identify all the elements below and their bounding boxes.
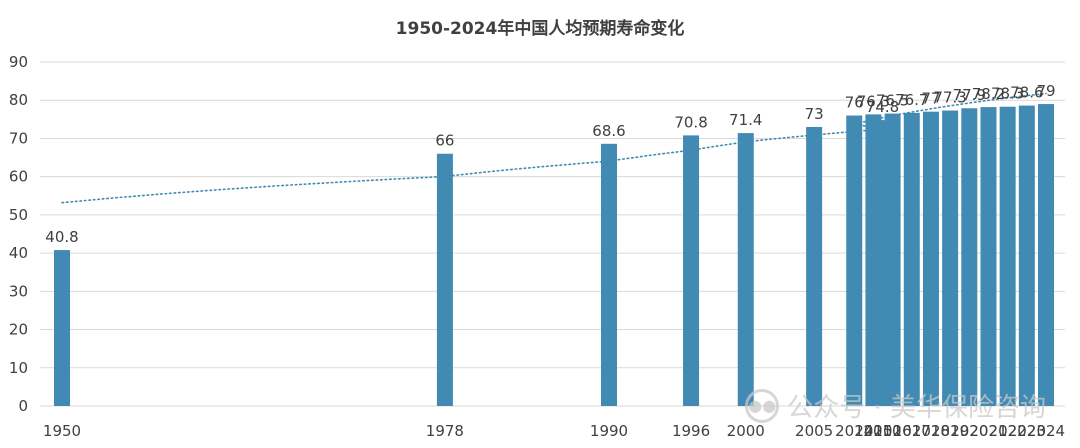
data-label: 78.3 <box>991 85 1024 103</box>
y-tick-label: 10 <box>9 359 28 377</box>
bar-2022 <box>999 106 1016 406</box>
bar-2015 <box>865 114 882 406</box>
x-tick-label: 2005 <box>795 422 833 440</box>
y-tick-label: 60 <box>9 168 28 186</box>
bar-2021 <box>980 107 997 406</box>
data-label: 76.7 <box>895 91 928 109</box>
bar-2005 <box>806 126 823 406</box>
bar-2019 <box>942 110 959 406</box>
data-label: 76.5 <box>876 92 909 110</box>
x-tick-label: 2019 <box>931 422 969 440</box>
bar-1996 <box>683 135 700 407</box>
x-tick-label: 2015 <box>854 422 892 440</box>
y-tick-label: 0 <box>18 397 28 415</box>
x-tick-label: 2000 <box>727 422 765 440</box>
data-label: 76 <box>845 94 864 112</box>
trendline <box>61 92 1047 204</box>
y-axis-ticks: 0 10 20 30 40 50 60 70 80 90 <box>9 53 28 415</box>
data-label: 71.4 <box>729 111 762 129</box>
x-tick-label: 2020 <box>950 422 988 440</box>
bars <box>54 104 1054 407</box>
data-label: 40.8 <box>45 228 78 246</box>
watermark-text: 公众号 · 美华保险咨询 <box>787 393 1046 423</box>
data-label: 77 <box>921 90 940 108</box>
data-label: 70.8 <box>674 113 707 131</box>
chart-title: 1950-2024年中国人均预期寿命变化 <box>396 18 685 39</box>
x-tick-label: 2014 <box>835 422 873 440</box>
y-tick-label: 90 <box>9 53 28 71</box>
y-tick-label: 40 <box>9 244 28 262</box>
data-label: 76.3 <box>857 92 890 110</box>
bar-1950 <box>54 250 70 406</box>
y-tick-label: 20 <box>9 321 28 339</box>
bar-2018 <box>922 111 939 406</box>
x-tick-label: 2024 <box>1027 422 1065 440</box>
bar-2017 <box>903 112 920 406</box>
watermark: ●● 公众号 · 美华保险咨询 <box>745 387 1046 424</box>
x-tick-label: 2021 <box>969 422 1007 440</box>
x-tick-label: 2016 <box>874 422 912 440</box>
x-tick-label: 1990 <box>590 422 628 440</box>
gridlines <box>40 61 1065 407</box>
wechat-icon: ●● <box>745 388 780 423</box>
bar-2023 <box>1018 105 1035 406</box>
trendline-path <box>61 92 1047 204</box>
x-tick-label: 1996 <box>672 422 710 440</box>
x-tick-label: 2023 <box>1008 422 1046 440</box>
data-label: 78.2 <box>972 85 1005 103</box>
data-label: 73 <box>805 105 824 123</box>
y-tick-label: 30 <box>9 282 28 300</box>
x-tick-label: 2017 <box>893 422 931 440</box>
data-label: 68.6 <box>592 122 625 140</box>
x-tick-label: 1950 <box>43 422 81 440</box>
data-label: 77.3 <box>933 89 966 107</box>
data-label: 79 <box>1036 82 1055 100</box>
data-label: 74.8 <box>866 98 899 116</box>
y-tick-label: 80 <box>9 91 28 109</box>
data-label: 77.9 <box>953 86 986 104</box>
x-tick-label: 2018 <box>912 422 950 440</box>
bar-2000 <box>737 133 754 407</box>
x-tick-label: 1978 <box>426 422 464 440</box>
bar-1978 <box>436 153 453 406</box>
bar-2024 <box>1038 104 1054 407</box>
data-label: 66 <box>435 132 454 150</box>
bar-2020 <box>961 108 978 406</box>
bar-2016 <box>884 113 901 406</box>
bar-2014 <box>846 115 863 406</box>
y-tick-label: 50 <box>9 206 28 224</box>
y-tick-label: 70 <box>9 129 28 147</box>
x-axis-ticks: 1950 1978 1990 1996 2000 2005 2010201420152016… <box>43 422 1065 440</box>
x-tick-label: 2010 <box>863 422 901 440</box>
x-tick-label: 2022 <box>989 422 1027 440</box>
data-label: 78.6 <box>1010 84 1043 102</box>
bar-1990 <box>601 143 618 406</box>
